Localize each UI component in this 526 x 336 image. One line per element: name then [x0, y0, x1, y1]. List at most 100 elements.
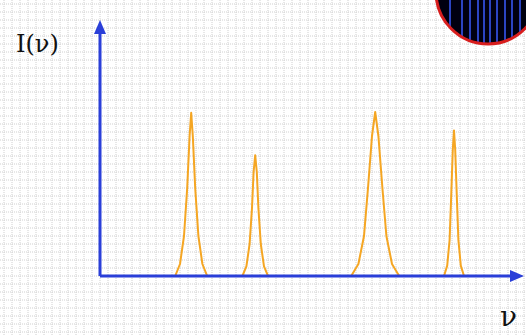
grid-line: [204, 0, 205, 336]
grid-line: [404, 0, 405, 336]
grid-line: [444, 0, 445, 336]
grid-line: [12, 0, 13, 336]
grid-line: [308, 0, 309, 336]
grid-line: [340, 0, 341, 336]
grid-line: [372, 0, 373, 336]
grid-line: [396, 0, 397, 336]
grid-line: [268, 0, 269, 336]
grid-line: [156, 0, 157, 336]
grid-line: [420, 0, 421, 336]
grid-line: [0, 276, 526, 277]
grid-line: [260, 0, 261, 336]
axes: [94, 20, 524, 282]
grid-line: [0, 52, 526, 53]
grid-line: [0, 156, 526, 157]
grid-line: [132, 0, 133, 336]
grid-line: [436, 0, 437, 336]
grid-line: [276, 0, 277, 336]
grid-line: [0, 196, 526, 197]
grid-line: [0, 308, 526, 309]
grid-line: [476, 0, 477, 336]
grid-line: [364, 0, 365, 336]
grid-line: [0, 332, 526, 333]
x-axis-label: ν: [500, 300, 517, 333]
grid-line: [0, 236, 526, 237]
grid-line: [0, 188, 526, 189]
grid-line: [0, 84, 526, 85]
spectrum-inset: [436, 0, 526, 50]
grid-line: [388, 0, 389, 336]
y-axis-label: I(ν): [16, 30, 59, 58]
grid-line: [460, 0, 461, 336]
spectrum-line: [175, 112, 464, 276]
grid-line: [324, 0, 325, 336]
grid-line: [412, 0, 413, 336]
inset-line: [519, 0, 521, 50]
grid-line: [0, 100, 526, 101]
grid-line: [0, 300, 526, 301]
grid-line: [428, 0, 429, 336]
grid-line: [524, 0, 525, 336]
grid-line: [0, 180, 526, 181]
grid-line: [244, 0, 245, 336]
chart: I(ν) ν: [0, 0, 526, 336]
grid-line: [316, 0, 317, 336]
grid-line: [60, 0, 61, 336]
grid-line: [0, 204, 526, 205]
grid-line: [0, 92, 526, 93]
grid-line: [0, 316, 526, 317]
grid-line: [180, 0, 181, 336]
grid-line: [124, 0, 125, 336]
grid-line: [212, 0, 213, 336]
inset-ring: [436, 0, 526, 44]
grid-line: [284, 0, 285, 336]
grid-line: [356, 0, 357, 336]
grid-line: [92, 0, 93, 336]
grid-line: [508, 0, 509, 336]
grid-line: [100, 0, 101, 336]
grid-line: [228, 0, 229, 336]
grid-line: [196, 0, 197, 336]
inset-line: [511, 0, 513, 50]
y-axis: [99, 28, 102, 276]
grid-line: [0, 68, 526, 69]
grid-line: [76, 0, 77, 336]
grid-line: [4, 0, 5, 336]
grid-line: [0, 212, 526, 213]
grid-line: [300, 0, 301, 336]
grid-line: [492, 0, 493, 336]
grid-line: [0, 284, 526, 285]
grid-line: [516, 0, 517, 336]
grid-line: [84, 0, 85, 336]
grid-line: [0, 124, 526, 125]
grid-line: [332, 0, 333, 336]
grid-line: [292, 0, 293, 336]
grid-line: [164, 0, 165, 336]
grid-line: [252, 0, 253, 336]
grid-line: [68, 0, 69, 336]
grid-line: [0, 36, 526, 37]
grid-line: [220, 0, 221, 336]
x-axis-arrow: [510, 270, 524, 282]
grid-line: [0, 140, 526, 141]
grid-line: [0, 292, 526, 293]
grid-line: [0, 164, 526, 165]
inset-line: [461, 0, 463, 50]
grid-line: [0, 132, 526, 133]
x-axis: [100, 275, 516, 278]
grid-line: [500, 0, 501, 336]
grid-line: [0, 116, 526, 117]
grid-line: [108, 0, 109, 336]
grid-line: [0, 324, 526, 325]
grid-line: [0, 228, 526, 229]
grid-line: [0, 28, 526, 29]
grid-line: [0, 244, 526, 245]
grid-line: [148, 0, 149, 336]
grid-line: [0, 172, 526, 173]
grid-line: [140, 0, 141, 336]
grid-line: [468, 0, 469, 336]
plot-area: [175, 112, 464, 276]
grid-line: [172, 0, 173, 336]
grid-line: [0, 44, 526, 45]
y-axis-arrow: [94, 20, 106, 34]
